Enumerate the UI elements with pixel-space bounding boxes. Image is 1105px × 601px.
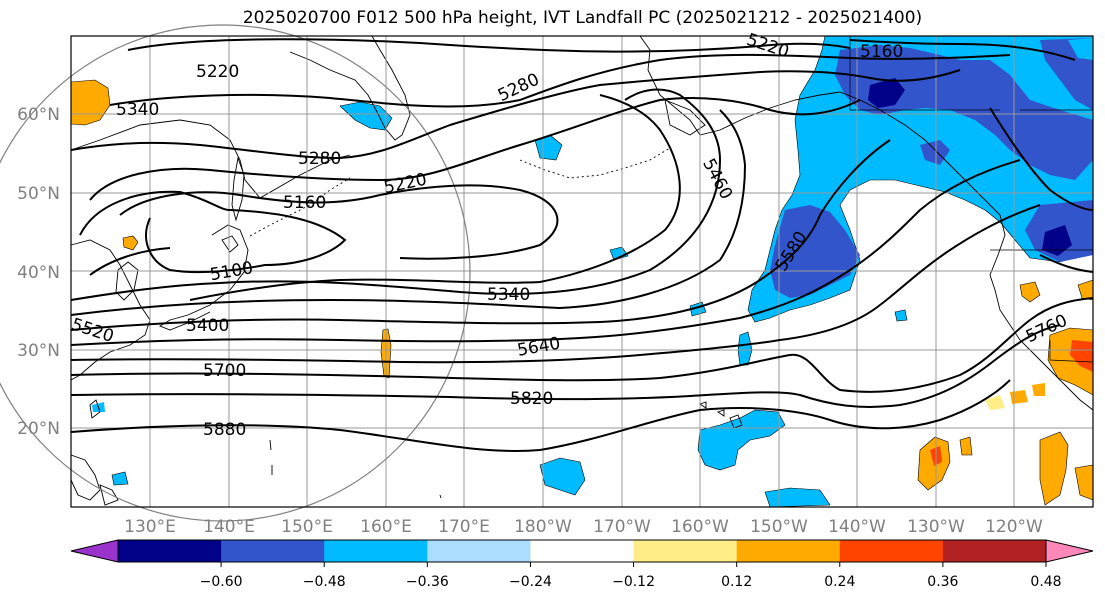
ivt-negative-shading	[92, 35, 1094, 508]
lon-label: 140°E	[203, 517, 255, 537]
lon-label: 130°W	[907, 517, 965, 537]
latitude-labels: 60°N 50°N 40°N 30°N 20°N	[17, 105, 60, 439]
lon-label: 160°W	[671, 517, 729, 537]
lon-label: 130°E	[124, 517, 176, 537]
colorbar-tick-label: −0.24	[509, 574, 552, 590]
lat-label: 50°N	[17, 184, 60, 204]
colorbar-left-extend	[70, 539, 119, 563]
gridlines	[71, 36, 1093, 507]
colorbar-right-extend	[1045, 539, 1094, 563]
lon-label: 170°E	[438, 517, 490, 537]
colorbar-segment	[942, 540, 1047, 562]
landfall-region-circle	[0, 24, 471, 522]
colorbar-tick-label: 0.48	[1030, 574, 1061, 590]
contour-label: 5160	[283, 193, 326, 213]
colorbar-tick-label: −0.36	[406, 574, 449, 590]
colorbar-segment	[118, 540, 222, 562]
contour-label: 5160	[860, 42, 903, 62]
lon-label: 180°W	[514, 517, 572, 537]
colorbar-segment	[427, 540, 531, 562]
colorbar-segment	[736, 540, 841, 562]
lat-label: 60°N	[17, 105, 60, 125]
colorbar-tick-label: −0.12	[612, 574, 655, 590]
colorbar-tick-label: −0.60	[200, 574, 243, 590]
colorbar-segment	[839, 540, 944, 562]
colorbar-tick-label: 0.12	[721, 574, 752, 590]
ivt-positive-shading	[70, 79, 1094, 506]
colorbar-segment	[221, 540, 325, 562]
colorbar-tick-label: 0.24	[824, 574, 855, 590]
lon-label: 140°W	[828, 517, 886, 537]
map-panel: 5220 5340 5280 5220 5160 5100 5400 5520 …	[0, 24, 1094, 522]
lat-label: 20°N	[17, 419, 60, 439]
contour-label: 5880	[203, 420, 246, 440]
lon-label: 160°E	[360, 517, 412, 537]
lon-label: 150°W	[750, 517, 808, 537]
colorbar-segment	[324, 540, 428, 562]
lat-label: 30°N	[17, 341, 60, 361]
colorbar-tick-label: −0.48	[303, 574, 346, 590]
lon-label: 150°E	[281, 517, 333, 537]
colorbar-tick-label: 0.36	[927, 574, 958, 590]
contour-label: 5340	[116, 100, 159, 120]
colorbar: −0.60 −0.48 −0.36 −0.24 −0.12 0.12 0.24 0.36 0.4…	[70, 539, 1094, 590]
contour-label: 5820	[510, 389, 553, 409]
contour-label: 5700	[203, 361, 246, 381]
lon-label: 120°W	[985, 517, 1043, 537]
lon-label: 170°W	[593, 517, 651, 537]
colorbar-segments	[118, 540, 1047, 562]
contour-label: 5280	[298, 149, 341, 169]
lat-label: 40°N	[17, 263, 60, 283]
contour-label: 5220	[196, 62, 239, 82]
map-title: 2025020700 F012 500 hPa height, IVT Land…	[242, 8, 923, 28]
contour-label: 5400	[186, 316, 229, 336]
colorbar-segment	[530, 540, 635, 562]
height-contours	[70, 38, 1094, 452]
contour-label: 5340	[487, 285, 530, 305]
longitude-labels: 130°E 140°E 150°E 160°E 170°E 180°W 170°…	[124, 517, 1043, 537]
colorbar-segment	[633, 540, 738, 562]
